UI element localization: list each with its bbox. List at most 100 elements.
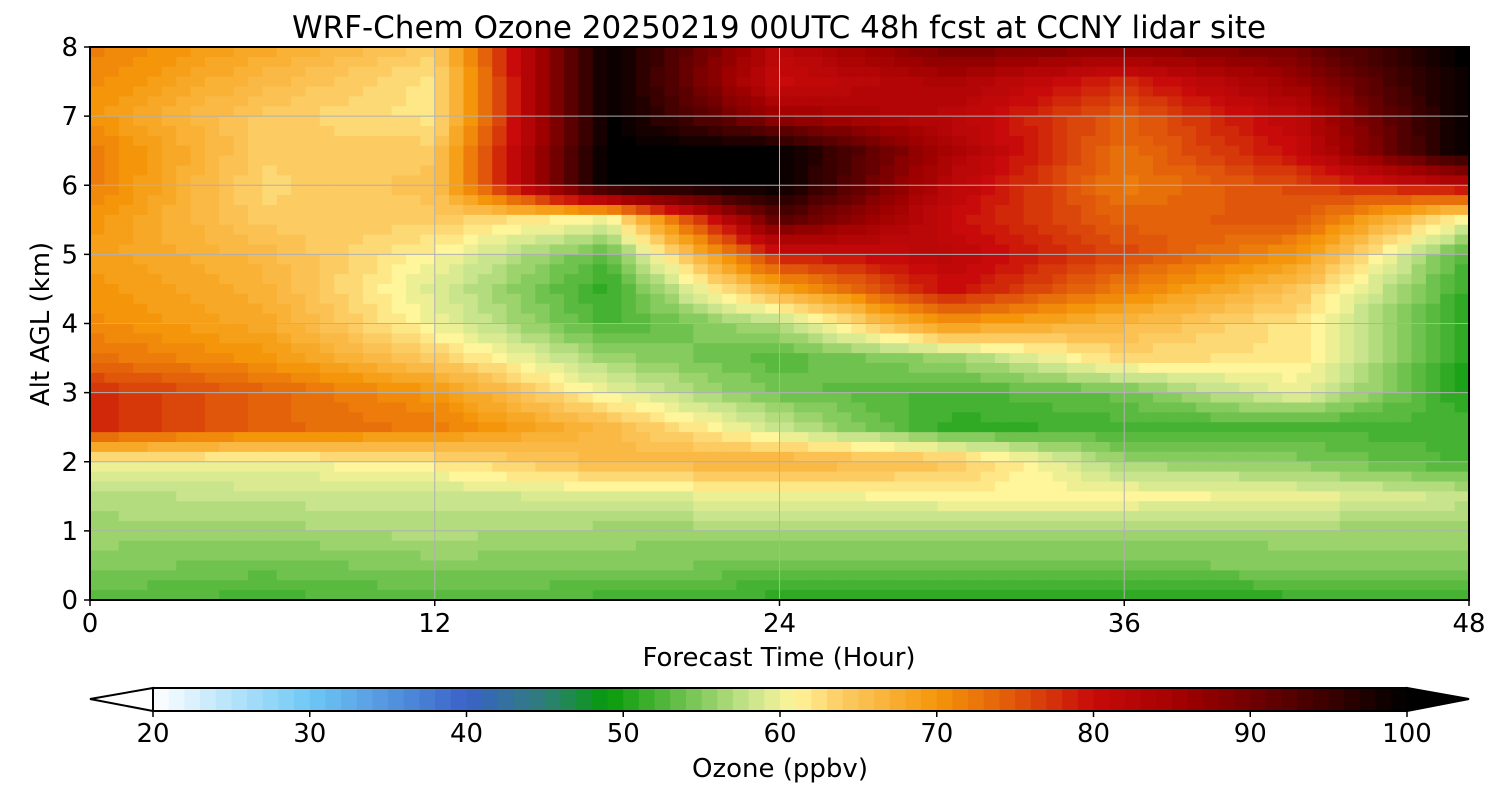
heatmap-cell bbox=[219, 323, 235, 334]
heatmap-cell bbox=[1224, 264, 1240, 275]
heatmap-cell bbox=[477, 343, 493, 354]
heatmap-cell bbox=[1167, 293, 1183, 305]
heatmap-cell bbox=[1152, 116, 1168, 127]
heatmap-cell bbox=[592, 284, 608, 295]
heatmap-cell bbox=[851, 135, 867, 147]
heatmap-cell bbox=[1253, 76, 1269, 88]
heatmap-cell bbox=[779, 392, 795, 404]
heatmap-cell bbox=[1081, 195, 1097, 206]
heatmap-cell bbox=[477, 363, 493, 374]
heatmap-cell bbox=[650, 155, 666, 167]
heatmap-cell bbox=[937, 175, 953, 186]
heatmap-cell bbox=[348, 372, 364, 384]
heatmap-cell bbox=[1023, 353, 1039, 364]
heatmap-cell bbox=[434, 461, 450, 473]
heatmap-cell bbox=[707, 323, 723, 334]
heatmap-cell bbox=[449, 402, 465, 413]
heatmap-cell bbox=[262, 96, 278, 107]
heatmap-cell bbox=[219, 155, 235, 167]
heatmap-cell bbox=[1210, 343, 1226, 354]
heatmap-cell bbox=[908, 530, 924, 542]
heatmap-cell bbox=[779, 195, 795, 206]
heatmap-cell bbox=[1023, 343, 1039, 354]
heatmap-cell bbox=[966, 195, 982, 206]
heatmap-cell bbox=[664, 422, 680, 433]
heatmap-cell bbox=[1454, 284, 1470, 295]
heatmap-cell bbox=[219, 195, 235, 206]
heatmap-cell bbox=[449, 155, 465, 167]
heatmap-cell bbox=[133, 195, 149, 206]
heatmap-cell bbox=[1124, 530, 1140, 542]
heatmap-cell bbox=[578, 511, 594, 522]
heatmap-cell bbox=[1224, 382, 1240, 394]
heatmap-cell bbox=[1253, 481, 1269, 492]
heatmap-cell bbox=[1267, 293, 1283, 305]
heatmap-cell bbox=[1411, 402, 1427, 413]
heatmap-cell bbox=[276, 116, 292, 127]
heatmap-cell bbox=[793, 550, 809, 562]
heatmap-cell bbox=[693, 126, 709, 137]
heatmap-cell bbox=[406, 412, 421, 423]
heatmap-cell bbox=[535, 86, 551, 97]
heatmap-cell bbox=[923, 293, 939, 305]
heatmap-cell bbox=[133, 392, 149, 404]
heatmap-cell bbox=[592, 372, 608, 384]
heatmap-cell bbox=[908, 126, 924, 137]
heatmap-cell bbox=[923, 392, 939, 404]
heatmap-cell bbox=[118, 155, 134, 167]
heatmap-cell bbox=[621, 451, 637, 463]
heatmap-cell bbox=[607, 106, 623, 117]
heatmap-cell bbox=[836, 274, 852, 285]
heatmap-cell bbox=[219, 244, 235, 255]
heatmap-cell bbox=[1095, 175, 1111, 186]
heatmap-cell bbox=[564, 293, 579, 305]
heatmap-cell bbox=[1310, 521, 1326, 532]
heatmap-cell bbox=[204, 481, 220, 492]
heatmap-cell bbox=[1210, 224, 1226, 236]
heatmap-cell bbox=[1124, 224, 1140, 236]
heatmap-cell bbox=[765, 402, 781, 413]
heatmap-cell bbox=[750, 205, 766, 216]
heatmap-cell bbox=[276, 471, 292, 483]
heatmap-cell bbox=[190, 66, 206, 78]
heatmap-cell bbox=[219, 521, 235, 532]
heatmap-cell bbox=[1124, 254, 1140, 265]
heatmap-cell bbox=[1052, 135, 1068, 147]
heatmap-cell bbox=[908, 116, 924, 127]
heatmap-cell bbox=[880, 461, 896, 473]
heatmap-cell bbox=[1440, 353, 1456, 364]
heatmap-cell bbox=[1095, 234, 1111, 246]
heatmap-cell bbox=[219, 372, 235, 384]
heatmap-cell bbox=[865, 96, 881, 107]
heatmap-cell bbox=[90, 432, 105, 443]
heatmap-cell bbox=[276, 175, 292, 186]
heatmap-cell bbox=[1138, 333, 1154, 344]
heatmap-cell bbox=[1425, 412, 1441, 423]
heatmap-cell bbox=[1454, 214, 1470, 226]
heatmap-cell bbox=[90, 412, 105, 423]
heatmap-cell bbox=[492, 135, 508, 147]
heatmap-cell bbox=[1095, 313, 1111, 325]
heatmap-cell bbox=[1181, 422, 1197, 433]
heatmap-cell bbox=[161, 540, 177, 552]
heatmap-cell bbox=[1440, 323, 1456, 334]
heatmap-cell bbox=[1109, 363, 1125, 374]
heatmap-cell bbox=[1310, 353, 1326, 364]
heatmap-cell bbox=[664, 313, 680, 325]
heatmap-cell bbox=[1354, 461, 1370, 473]
heatmap-cell bbox=[377, 343, 393, 354]
heatmap-cell bbox=[1138, 254, 1154, 265]
heatmap-cell bbox=[966, 471, 982, 483]
heatmap-cell bbox=[262, 530, 278, 542]
heatmap-cell bbox=[678, 481, 694, 492]
heatmap-cell bbox=[1066, 451, 1082, 463]
heatmap-cell bbox=[980, 234, 996, 246]
heatmap-cell bbox=[1411, 96, 1427, 107]
heatmap-cell bbox=[133, 106, 149, 117]
heatmap-cell bbox=[377, 175, 393, 186]
heatmap-cell bbox=[578, 47, 594, 58]
heatmap-cell bbox=[1253, 432, 1269, 443]
heatmap-cell bbox=[1325, 86, 1341, 97]
heatmap-cell bbox=[607, 274, 623, 285]
heatmap-cell bbox=[865, 382, 881, 394]
